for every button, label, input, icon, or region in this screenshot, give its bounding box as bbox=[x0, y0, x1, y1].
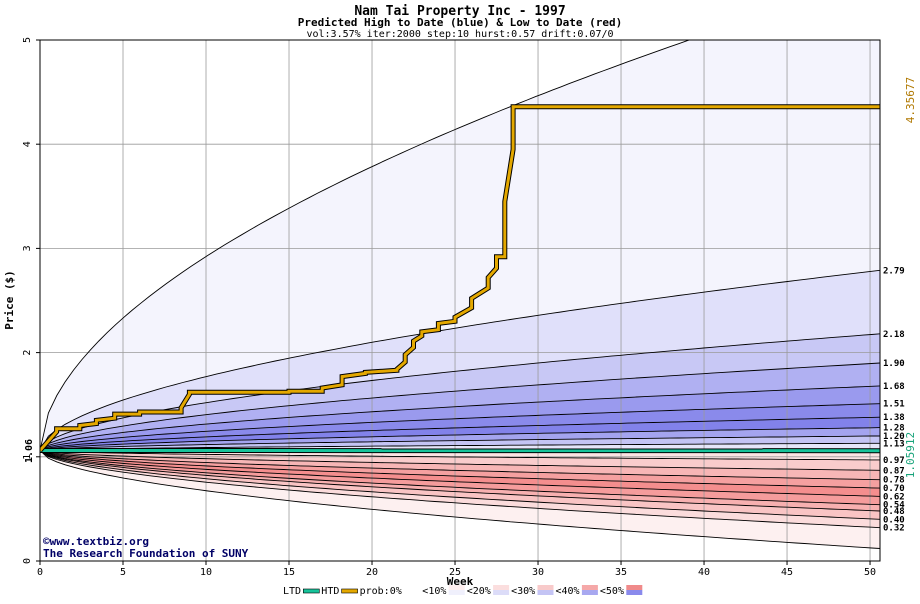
band-end-label: 1.13 bbox=[883, 439, 905, 449]
y-tick-label: 3 bbox=[22, 245, 33, 251]
x-tick-label: 50 bbox=[864, 567, 876, 578]
x-tick-label: 10 bbox=[200, 567, 212, 578]
legend-prob-swatch-blue bbox=[449, 590, 465, 595]
legend-prob-swatch-blue bbox=[493, 590, 509, 595]
band-end-label: 1.90 bbox=[883, 359, 905, 369]
legend-prob-swatch-blue bbox=[626, 590, 642, 595]
legend-prob-label: prob:0% bbox=[360, 586, 402, 597]
ltd-final-label: 1.05912 bbox=[904, 432, 917, 478]
x-tick-label: 40 bbox=[698, 567, 710, 578]
legend-ltd-label: LTD bbox=[283, 586, 301, 597]
chart-subtitle: Predicted High to Date (blue) & Low to D… bbox=[298, 16, 623, 29]
legend-prob-label: <20% bbox=[467, 586, 491, 597]
x-tick-label: 20 bbox=[366, 567, 378, 578]
legend-prob-swatch-red bbox=[493, 585, 509, 590]
probability-bands bbox=[40, 0, 880, 549]
watermark-org: The Research Foundation of SUNY bbox=[43, 547, 249, 560]
y-axis-label: Price ($) bbox=[3, 270, 16, 330]
legend-htd-swatch bbox=[342, 589, 358, 593]
legend-ltd-swatch bbox=[303, 589, 319, 593]
y-tick-label: 5 bbox=[22, 37, 33, 43]
y-tick-label: 4 bbox=[22, 141, 33, 147]
legend-prob-swatch-red bbox=[582, 585, 598, 590]
legend-prob-swatch-blue bbox=[404, 590, 420, 595]
y-tick-label: 0 bbox=[22, 558, 33, 564]
legend-prob-label: <50% bbox=[600, 586, 624, 597]
band-end-label: 2.18 bbox=[883, 330, 905, 340]
legend-prob-label: <30% bbox=[511, 586, 535, 597]
legend-prob-swatch-blue bbox=[582, 590, 598, 595]
legend-prob-swatch-red bbox=[404, 585, 420, 590]
legend: LTD HTD prob:0% <10% <20% <30% <40% <50% bbox=[283, 585, 642, 597]
y-tick-label: 2 bbox=[22, 350, 33, 356]
x-tick-label: 0 bbox=[37, 567, 43, 578]
legend-prob-swatch-red bbox=[538, 585, 554, 590]
band-end-label: 2.79 bbox=[883, 266, 905, 276]
band-end-labels: 2.792.181.901.681.511.381.281.201.130.97… bbox=[883, 266, 905, 533]
x-tick-label: 15 bbox=[283, 567, 295, 578]
legend-prob-swatch-red bbox=[626, 585, 642, 590]
legend-prob-swatch-red bbox=[449, 585, 465, 590]
legend-prob-label: <40% bbox=[556, 586, 580, 597]
legend-prob-label: <10% bbox=[422, 586, 446, 597]
band-end-label: 1.38 bbox=[883, 413, 905, 423]
band-end-label: 1.68 bbox=[883, 382, 905, 392]
band-end-label: 0.32 bbox=[883, 524, 905, 534]
htd-final-label: 4.35677 bbox=[904, 77, 917, 123]
legend-htd-label: HTD bbox=[321, 586, 339, 597]
x-tick-label: 35 bbox=[615, 567, 627, 578]
chart-params: vol:3.57% iter:2000 step:10 hurst:0.57 d… bbox=[306, 29, 613, 40]
x-tick-label: 5 bbox=[120, 567, 126, 578]
band-end-label: 0.97 bbox=[883, 456, 905, 466]
x-tick-label: 45 bbox=[781, 567, 793, 578]
band-end-label: 1.51 bbox=[883, 400, 905, 410]
start-price-label: 1.06 bbox=[24, 439, 35, 463]
x-tick-label: 30 bbox=[532, 567, 544, 578]
legend-prob-swatch-blue bbox=[538, 590, 554, 595]
